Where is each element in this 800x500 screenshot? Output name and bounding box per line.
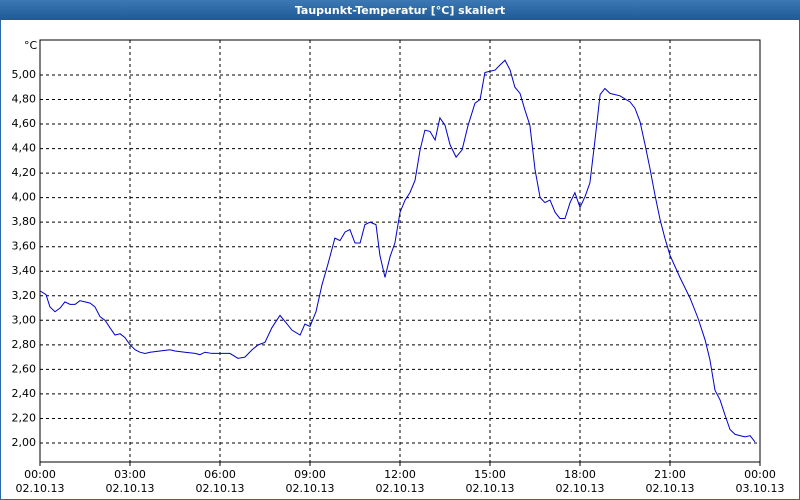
x-tick-label: 09:00 <box>294 468 326 481</box>
y-tick-label: 2,20 <box>12 411 37 424</box>
y-tick-label: 4,00 <box>12 191 37 204</box>
x-tick-date: 02.10.13 <box>466 482 515 495</box>
y-tick-label: 4,40 <box>12 142 37 155</box>
y-tick-label: 4,80 <box>12 92 37 105</box>
y-tick-label: 4,20 <box>12 166 37 179</box>
x-tick-date: 02.10.13 <box>376 482 425 495</box>
x-tick-date: 03.10.13 <box>736 482 785 495</box>
x-tick-date: 02.10.13 <box>556 482 605 495</box>
x-tick-label: 21:00 <box>654 468 686 481</box>
y-unit: °C <box>24 39 38 52</box>
x-tick-label: 18:00 <box>564 468 596 481</box>
x-tick-date: 02.10.13 <box>196 482 245 495</box>
x-tick-label: 03:00 <box>114 468 146 481</box>
x-tick-label: 00:00 <box>24 468 56 481</box>
y-tick-label: 2,60 <box>12 362 37 375</box>
x-tick-date: 02.10.13 <box>646 482 695 495</box>
y-tick-label: 2,80 <box>12 338 37 351</box>
x-tick-label: 12:00 <box>384 468 416 481</box>
x-tick-date: 02.10.13 <box>106 482 155 495</box>
y-tick-label: 3,40 <box>12 264 37 277</box>
x-tick-date: 02.10.13 <box>286 482 335 495</box>
y-tick-label: 3,60 <box>12 240 37 253</box>
data-line <box>39 59 756 443</box>
y-tick-label: 3,20 <box>12 289 37 302</box>
y-tick-label: 2,40 <box>12 387 37 400</box>
chart-title: Taupunkt-Temperatur [°C] skaliert <box>295 4 505 17</box>
x-tick-date: 02.10.13 <box>16 482 65 495</box>
x-tick-label: 15:00 <box>474 468 506 481</box>
title-bar <box>0 0 800 20</box>
x-tick-label: 06:00 <box>204 468 236 481</box>
x-tick-label: 00:00 <box>744 468 776 481</box>
y-tick-label: 3,80 <box>12 215 37 228</box>
y-tick-label: 2,00 <box>12 436 37 449</box>
y-tick-label: 3,00 <box>12 313 37 326</box>
y-tick-label: 5,00 <box>12 68 37 81</box>
y-tick-label: 4,60 <box>12 117 37 130</box>
